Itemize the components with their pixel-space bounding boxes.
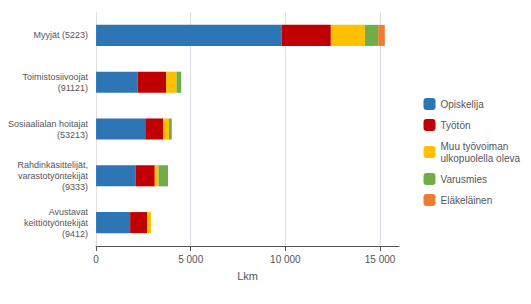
svg-text:Sosiaalialan hoitajat: Sosiaalialan hoitajat bbox=[8, 119, 89, 129]
svg-text:(91121): (91121) bbox=[58, 83, 88, 93]
svg-text:0: 0 bbox=[93, 254, 99, 265]
svg-text:Varusmies: Varusmies bbox=[440, 174, 487, 185]
svg-text:Rahdinkäsittelijät,: Rahdinkäsittelijät, bbox=[18, 160, 89, 170]
svg-text:Lkm: Lkm bbox=[237, 270, 258, 282]
svg-text:ulkopuolella oleva: ulkopuolella oleva bbox=[440, 153, 520, 164]
svg-text:10 000: 10 000 bbox=[270, 254, 301, 265]
svg-text:keittiötyöntekijät: keittiötyöntekijät bbox=[24, 218, 89, 228]
svg-text:(53213): (53213) bbox=[57, 130, 88, 140]
svg-text:5 000: 5 000 bbox=[178, 254, 203, 265]
svg-text:Opiskelija: Opiskelija bbox=[440, 99, 484, 110]
svg-text:Eläkeläinen: Eläkeläinen bbox=[440, 195, 492, 206]
svg-text:Muu työvoiman: Muu työvoiman bbox=[440, 141, 508, 152]
svg-text:(9333): (9333) bbox=[62, 182, 88, 192]
svg-text:(9412): (9412) bbox=[62, 229, 88, 239]
svg-text:15 000: 15 000 bbox=[365, 254, 396, 265]
svg-text:Työtön: Työtön bbox=[440, 120, 470, 131]
svg-text:Myyjät (5223): Myyjät (5223) bbox=[34, 30, 89, 40]
svg-text:Avustavat: Avustavat bbox=[49, 207, 89, 217]
svg-text:varastotyöntekijät: varastotyöntekijät bbox=[18, 171, 89, 181]
svg-text:Toimistosiivoojat: Toimistosiivoojat bbox=[23, 72, 89, 82]
